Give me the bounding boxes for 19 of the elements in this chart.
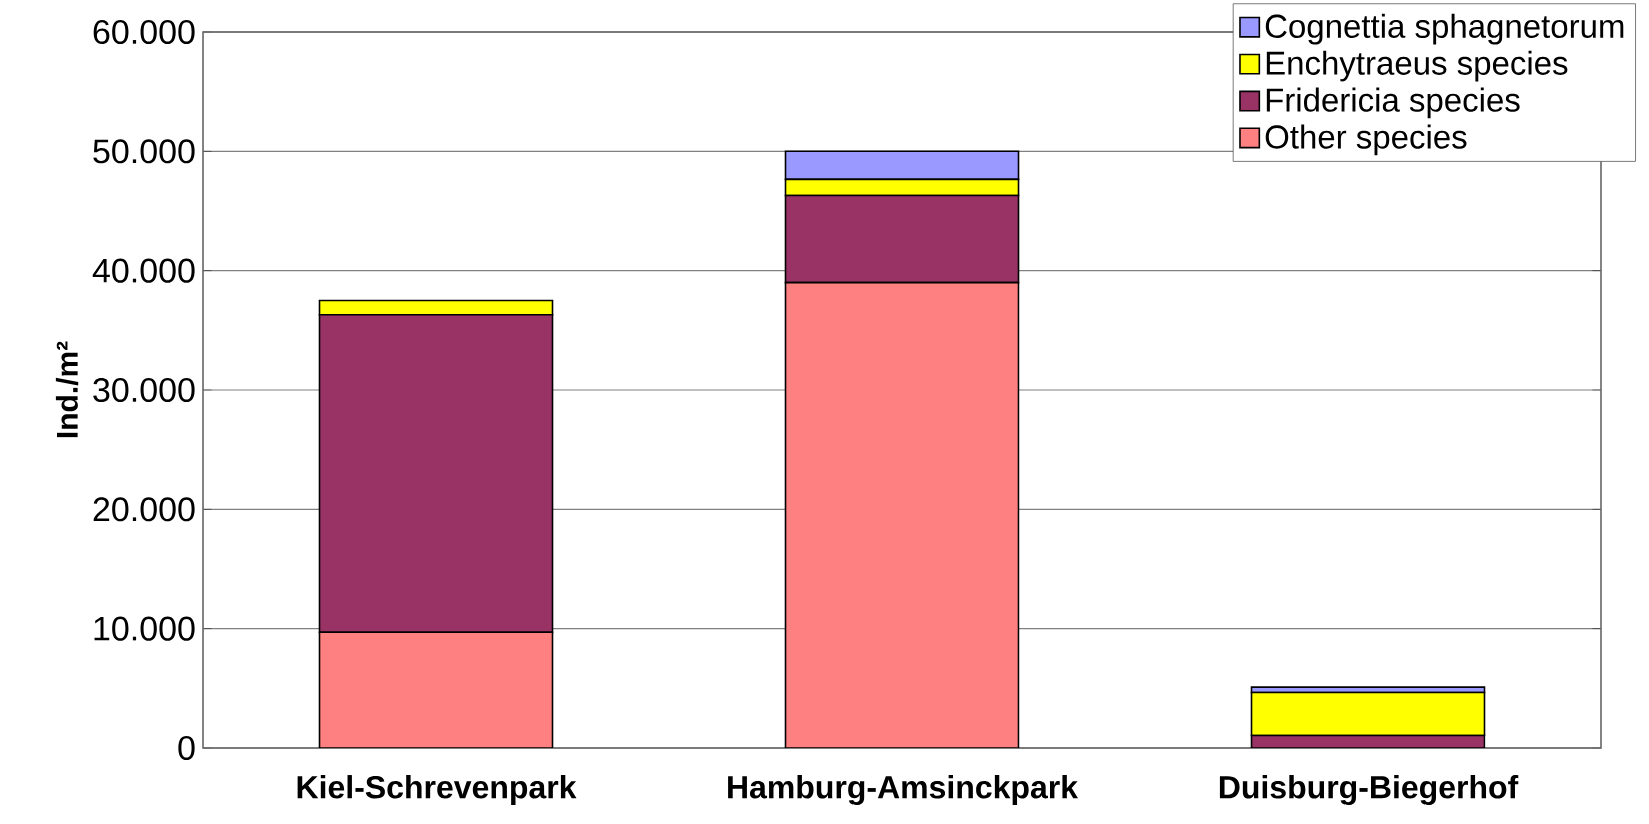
bar bbox=[784, 281, 1020, 748]
y-tick-label: 50.000 bbox=[93, 139, 195, 164]
legend-label: Enchytraeus species bbox=[1266, 50, 1568, 82]
legend-label: Other species bbox=[1265, 124, 1467, 156]
legend-label: Fridericia species bbox=[1266, 87, 1520, 119]
bar bbox=[318, 631, 554, 748]
bar bbox=[318, 314, 554, 634]
x-tick-label: Hamburg-Amsinckpark bbox=[728, 775, 1079, 806]
y-axis-title: Ind./m² bbox=[55, 341, 79, 438]
y-tick-label: 10.000 bbox=[94, 616, 195, 641]
y-tick-label: 40.000 bbox=[92, 258, 195, 283]
y-tick-label: 60.000 bbox=[93, 19, 195, 45]
x-tick-label: Kiel-Schrevenpark bbox=[297, 775, 577, 805]
x-tick-label: Duisburg-Biegerhof bbox=[1219, 775, 1519, 806]
y-tick-label: 30.000 bbox=[93, 377, 195, 403]
y-tick-label: 20.000 bbox=[93, 497, 195, 522]
legend-label: Cognettia sphagnetorum bbox=[1265, 13, 1624, 45]
y-tick-label: 0 bbox=[178, 735, 195, 761]
bar bbox=[784, 194, 1020, 284]
